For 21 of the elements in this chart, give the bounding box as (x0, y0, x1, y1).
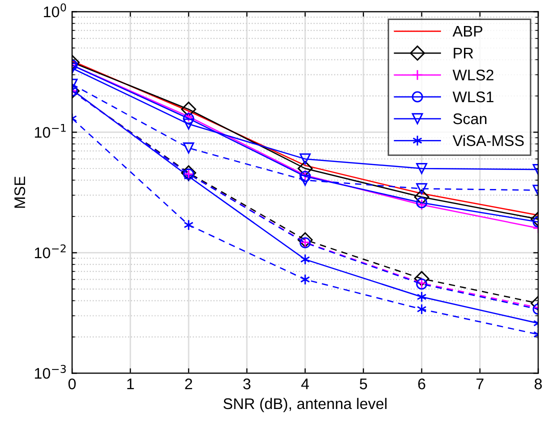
x-tick-label: 8 (534, 378, 542, 390)
x-tick-label: 0 (68, 378, 76, 390)
legend-label: WLS1 (452, 92, 494, 102)
x-tick-label: 4 (301, 378, 309, 390)
y-axis-title: MSE (14, 176, 26, 208)
legend-label: ABP (452, 26, 482, 37)
legend-label: Scan (453, 113, 486, 124)
legend-label: WLS2 (452, 70, 494, 80)
x-tick-label: 1 (127, 378, 134, 390)
y-tick-label: 10$^{−3}$ (34, 364, 66, 379)
x-tick-label: 7 (476, 378, 484, 390)
x-tick-label: 2 (185, 378, 192, 390)
x-axis-title: SNR (dB), antenna level (223, 398, 386, 412)
y-tick-label: 10$^{−2}$ (34, 244, 66, 258)
x-tick-label: 3 (243, 378, 250, 390)
x-tick-label: 5 (360, 378, 368, 390)
x-tick-label: 6 (418, 378, 426, 390)
legend-label: ViSA-MSS (452, 134, 524, 146)
y-tick-label: 10$^{0}$ (44, 3, 66, 18)
legend-label: PR (454, 48, 474, 58)
y-tick-label: 10$^{−1}$ (34, 124, 66, 138)
